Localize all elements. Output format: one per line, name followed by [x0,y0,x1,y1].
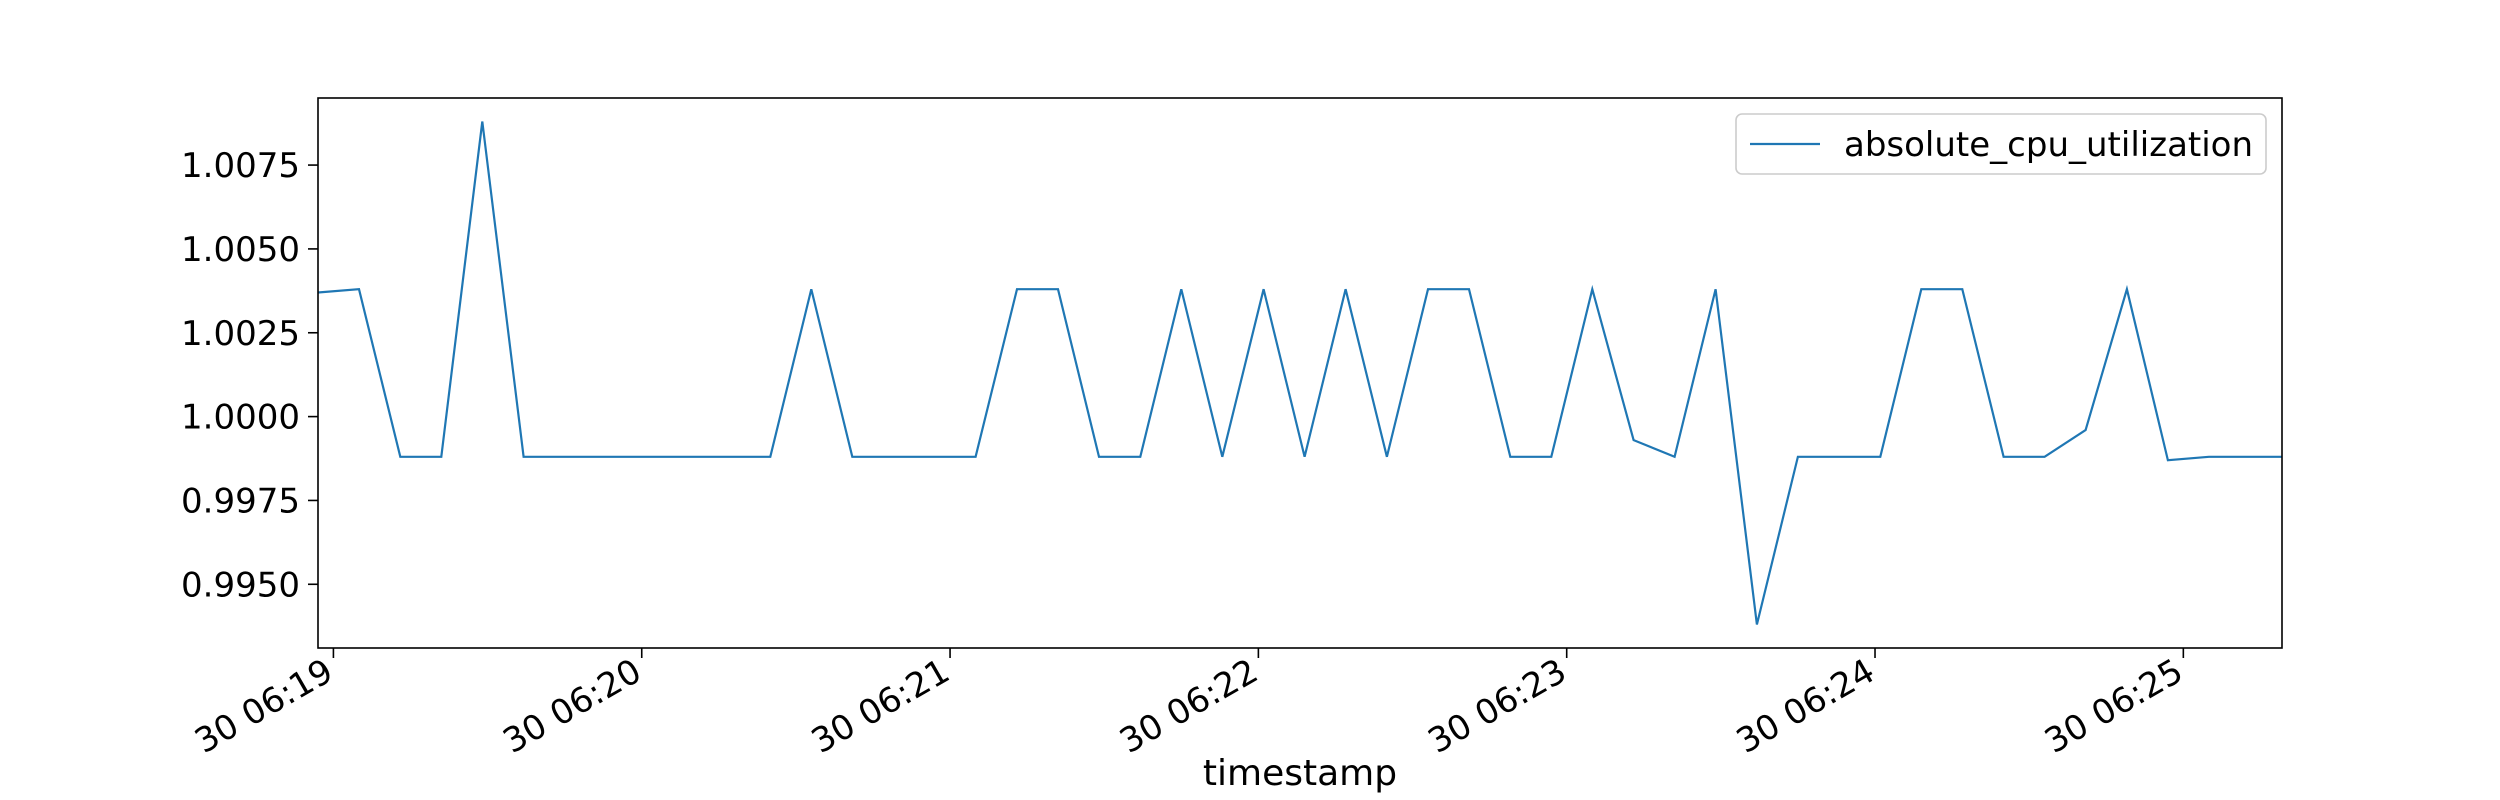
x-axis-title: timestamp [1203,753,1397,794]
legend-label: absolute_cpu_utilization [1844,125,2253,165]
plot-frame [317,97,2283,649]
x-tick-label: 30 06:19 [188,651,340,762]
y-tick-label: 1.0000 [181,398,300,438]
y-tick-label: 0.9975 [181,481,300,521]
x-tick-label: 30 06:22 [1113,651,1265,762]
y-tick-label: 1.0050 [181,230,300,270]
series-line-0 [317,121,2282,625]
x-axis: 30 06:19 30 06:20 30 06:21 30 06:22 30 06:23… [188,648,2190,762]
x-tick-label: 30 06:25 [2038,651,2190,762]
y-tick-label: 1.0075 [181,146,300,186]
y-axis: 0.9950 0.9975 1.0000 1.0025 1.0050 1.0075 [181,146,318,605]
x-tick-label: 30 06:23 [1422,651,1574,762]
y-tick-label: 0.9950 [181,565,300,605]
x-tick-label: 30 06:24 [1730,651,1882,762]
legend-box [1735,113,2267,175]
x-tick-label: 30 06:20 [497,651,649,762]
y-tick-label: 1.0025 [181,314,300,354]
legend: absolute_cpu_utilization [1735,113,2267,175]
plot-area [317,97,2283,649]
x-tick-label: 30 06:21 [805,651,957,762]
